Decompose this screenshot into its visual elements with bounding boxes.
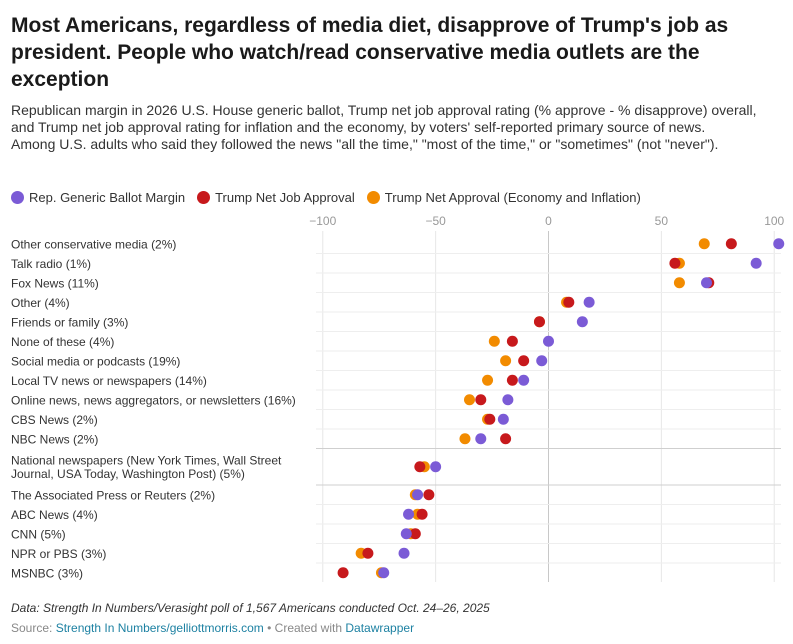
job-approval-dot	[337, 567, 349, 579]
x-tick-label: −50	[425, 214, 446, 228]
generic-ballot-dot	[398, 547, 410, 559]
generic-ballot-dot	[497, 413, 509, 425]
legend-item-economy: Trump Net Approval (Economy and Inflatio…	[366, 189, 641, 205]
generic-ballot-dot	[773, 238, 785, 250]
job-approval-dot	[533, 316, 545, 328]
econ-dot	[698, 238, 710, 250]
category-label: CNN (5%)	[11, 527, 66, 541]
x-tick-label: 0	[545, 214, 552, 228]
legend-label-generic-ballot: Rep. Generic Ballot Margin	[29, 189, 186, 205]
category-label: Talk radio (1%)	[11, 257, 91, 271]
legend-label-job-approval: Trump Net Job Approval	[215, 189, 355, 205]
source-line: Source: Strength In Numbers/gelliottmorr…	[11, 621, 414, 635]
subtitle-line-1: Republican margin in 2026 U.S. House gen…	[11, 102, 757, 135]
job-approval-dot	[669, 257, 681, 269]
job-approval-dot	[475, 394, 487, 406]
legend-item-job-approval: Trump Net Job Approval	[197, 190, 355, 205]
x-tick-label: 100	[764, 214, 784, 228]
category-label: The Associated Press or Reuters (2%)	[11, 488, 215, 502]
category-label: Other conservative media (2%)	[11, 237, 176, 251]
category-label: NPR or PBS (3%)	[11, 547, 106, 561]
category-label: NBC News (2%)	[11, 432, 98, 446]
job-approval-dot	[414, 461, 426, 473]
legend-item-generic-ballot: Rep. Generic Ballot Margin	[11, 190, 185, 205]
datawrapper-link[interactable]: Datawrapper	[345, 621, 415, 635]
category-label: Other (4%)	[11, 296, 70, 310]
category-label: MSNBC (3%)	[11, 566, 83, 580]
generic-ballot-dot	[403, 508, 415, 520]
generic-ballot-dot	[475, 433, 487, 445]
econ-dot	[482, 374, 494, 386]
chart-subtitle: Republican margin in 2026 U.S. House gen…	[11, 102, 781, 153]
source-prefix: Source:	[11, 621, 56, 635]
job-approval-dot	[518, 355, 530, 367]
job-approval-dot	[506, 374, 518, 386]
x-tick-label: −100	[309, 214, 336, 228]
generic-ballot-dot	[502, 394, 514, 406]
econ-dot	[673, 277, 685, 289]
job-approval-dot	[500, 433, 512, 445]
dot-plot-chart: −100 −50 0 50 100 Other conservative media (2…	[11, 214, 785, 582]
generic-ballot-dot	[400, 528, 412, 540]
job-approval-dot	[506, 335, 518, 347]
generic-ballot-dot	[750, 257, 762, 269]
job-approval-dot	[563, 296, 575, 308]
category-label: ABC News (4%)	[11, 508, 98, 522]
category-label: CBS News (2%)	[11, 413, 98, 427]
legend-dot-generic-ballot	[11, 190, 24, 204]
subtitle-line-2: Among U.S. adults who said they followed…	[11, 136, 719, 152]
econ-dot	[488, 335, 500, 347]
legend-dot-economy	[366, 190, 380, 204]
category-label: Social media or podcasts (19%)	[11, 354, 180, 368]
job-approval-dot	[416, 508, 428, 520]
category-label: Online news, news aggregators, or newsle…	[11, 393, 296, 407]
job-approval-dot	[409, 528, 421, 540]
chart-title: Most Americans, regardless of media diet…	[11, 14, 729, 91]
generic-ballot-dot	[430, 461, 442, 473]
source-link[interactable]: Strength In Numbers/gelliottmorris.com	[55, 621, 264, 635]
generic-ballot-dot	[412, 489, 424, 501]
generic-ballot-dot	[543, 335, 554, 347]
legend-dot-job-approval	[197, 190, 211, 204]
category-label: National newspapers (New York Times, Wal…	[11, 454, 282, 468]
x-tick-label: 50	[655, 214, 669, 228]
job-approval-dot	[362, 547, 374, 559]
chart-legend: Rep. Generic Ballot Margin Trump Net Job…	[11, 188, 653, 206]
job-approval-dot	[725, 238, 737, 250]
econ-dot	[463, 394, 475, 406]
generic-ballot-dot	[518, 374, 530, 386]
generic-ballot-dot	[576, 316, 588, 328]
econ-dot	[500, 355, 512, 367]
generic-ballot-dot	[701, 277, 713, 289]
generic-ballot-dot	[583, 296, 595, 308]
category-label: Journal, USA Today, Washington Post) (5%…	[11, 467, 245, 481]
generic-ballot-dot	[536, 355, 548, 367]
job-approval-dot	[484, 413, 496, 425]
legend-label-economy: Trump Net Approval (Economy and Inflatio…	[384, 189, 641, 205]
category-label: Fox News (11%)	[11, 276, 99, 290]
generic-ballot-dot	[378, 567, 390, 579]
category-label: Local TV news or newspapers (14%)	[11, 374, 207, 388]
category-label: None of these (4%)	[11, 335, 114, 349]
source-separator: • Created with	[263, 621, 346, 635]
category-label: Friends or family (3%)	[11, 315, 128, 329]
data-note: Data: Strength In Numbers/Verasight poll…	[11, 601, 490, 615]
econ-dot	[459, 433, 471, 445]
job-approval-dot	[423, 489, 435, 501]
